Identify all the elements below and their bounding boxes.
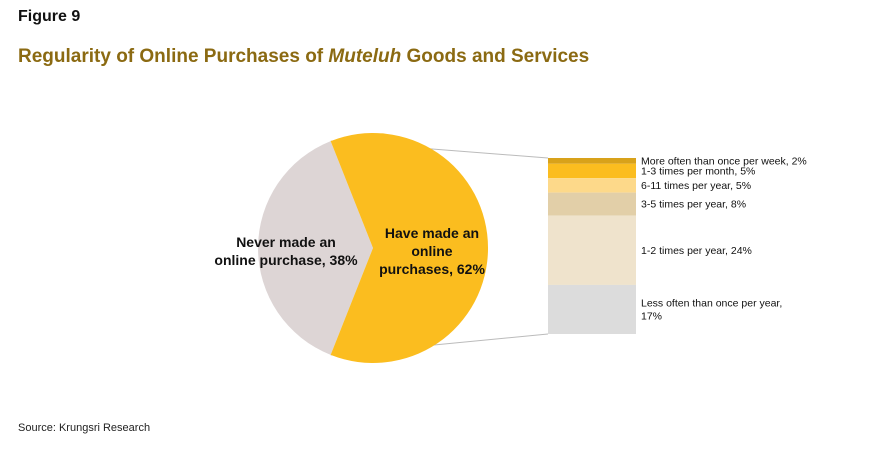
- title-suffix: Goods and Services: [401, 46, 590, 67]
- title-prefix: Regularity of Online Purchases of: [18, 46, 329, 67]
- pie-label-have-purchased: Have made an online purchases, 62%: [379, 225, 485, 277]
- figure-label: Figure 9: [18, 8, 81, 25]
- bar-segment-2: [548, 163, 636, 179]
- bar-segment-5: [548, 215, 636, 285]
- bar-segment-3: [548, 178, 636, 193]
- breakdown-bar: More often than once per week, 2%1-3 tim…: [548, 155, 807, 334]
- chart-title: Regularity of Online Purchases of Mutelu…: [18, 46, 589, 68]
- bar-segment-4: [548, 192, 636, 216]
- bar-segment-label-6: Less often than once per year, 17%: [641, 297, 782, 322]
- pie-slice-have-purchased: [330, 133, 489, 363]
- pie-label-never-purchased: Never made an online purchase, 38%: [214, 234, 358, 268]
- bar-segment-label-4: 3-5 times per year, 8%: [641, 199, 746, 211]
- bar-segment-label-2: 1-3 times per month, 5%: [641, 165, 755, 177]
- bar-segment-label-5: 1-2 times per year, 24%: [641, 245, 752, 257]
- bar-segment-label-1: More often than once per week, 2%: [641, 155, 807, 167]
- bar-segment-label-3: 6-11 times per year, 5%: [641, 180, 751, 192]
- pie-slice-never-purchased: [258, 141, 373, 355]
- pie: Never made an online purchase, 38% Have ma…: [214, 133, 489, 363]
- title-italic: Muteluh: [328, 46, 402, 67]
- source-note: Source: Krungsri Research: [18, 422, 151, 434]
- bar-segment-1: [548, 158, 636, 164]
- bar-segment-6: [548, 284, 636, 334]
